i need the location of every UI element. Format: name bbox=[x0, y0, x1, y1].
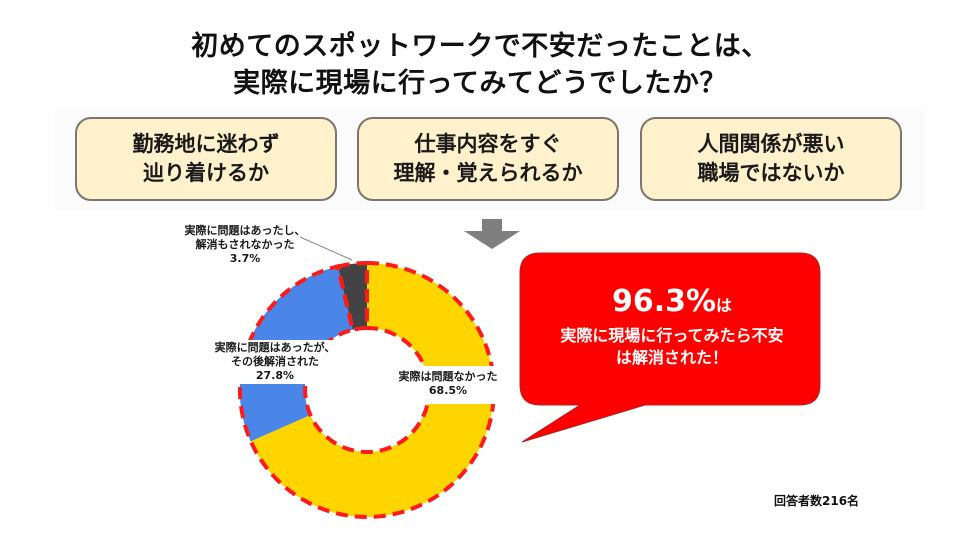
dashed-outline-main bbox=[237, 260, 496, 519]
concern-text: 理解・覚えられるか bbox=[393, 161, 583, 185]
concern-text: 人間関係が悪い bbox=[697, 132, 845, 156]
concern-text: 辿り着けるか bbox=[143, 161, 269, 185]
concern-box-relations: 人間関係が悪い 職場ではないか bbox=[640, 117, 902, 201]
concern-text: 仕事内容をすぐ bbox=[414, 132, 562, 156]
label-resolved: 実際に問題はあったが、 その後解消された 27.8% bbox=[200, 340, 350, 384]
title-line-2: 実際に現場に行ってみてどうでしたか？ bbox=[233, 68, 727, 99]
page-title: 初めてのスポットワークで不安だったことは、 実際に現場に行ってみてどうでしたか？ bbox=[0, 28, 960, 102]
respondent-count: 回答者数216名 bbox=[774, 494, 860, 508]
segment-unresolved bbox=[337, 263, 367, 330]
concern-box-work: 仕事内容をすぐ 理解・覚えられるか bbox=[357, 117, 619, 201]
label-text: 実際に問題はあったし、 bbox=[184, 224, 306, 237]
label-text: 実際は問題なかった bbox=[398, 370, 498, 383]
label-unresolved: 実際に問題はあったし、 解消もされなかった 3.7% bbox=[170, 224, 320, 266]
callout-text: 96.3%は 実際に現場に行ってみたら不安 は解消された！ bbox=[522, 283, 822, 369]
concern-text: 勤務地に迷わず bbox=[132, 132, 280, 156]
callout-percentage: 96.3%は bbox=[611, 284, 733, 319]
concern-box-location: 勤務地に迷わず 辿り着けるか bbox=[75, 117, 337, 201]
label-text: その後解消された bbox=[231, 355, 319, 368]
dashed-outline-unresolved bbox=[335, 260, 369, 333]
concern-text: 職場ではないか bbox=[697, 161, 845, 185]
label-value: 68.5% bbox=[428, 384, 468, 397]
segment-no-problem bbox=[250, 263, 494, 517]
label-text: 解消もされなかった bbox=[195, 238, 295, 251]
callout-line-2: は解消された！ bbox=[615, 348, 728, 367]
down-arrow-icon bbox=[464, 219, 520, 249]
label-value: 3.7% bbox=[229, 252, 261, 265]
label-no-problem: 実際は問題なかった 68.5% bbox=[388, 366, 508, 404]
callout-line-1: 実際に現場に行ってみたら不安 bbox=[560, 326, 784, 345]
leader-line bbox=[299, 236, 353, 261]
label-value: 27.8% bbox=[255, 369, 295, 382]
title-line-1: 初めてのスポットワークで不安だったことは、 bbox=[191, 31, 769, 62]
label-text: 実際に問題はあったが、 bbox=[214, 341, 336, 354]
